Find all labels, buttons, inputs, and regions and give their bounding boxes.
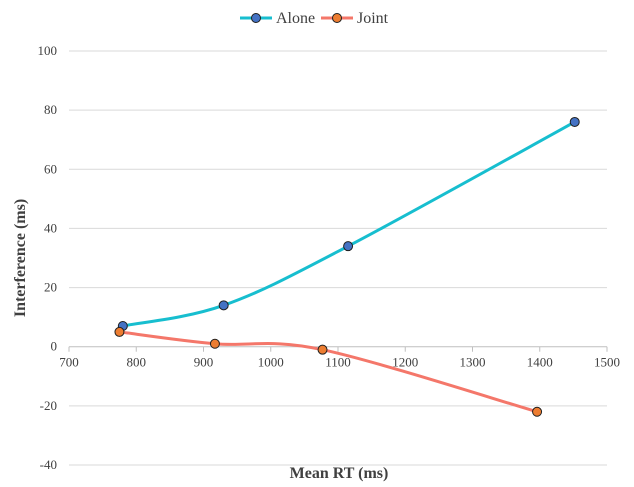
data-point-alone [218, 300, 229, 311]
x-axis-title: Mean RT (ms) [290, 465, 389, 482]
legend-label-joint: Joint [357, 10, 389, 27]
x-tick-label: 1000 [258, 355, 284, 370]
y-tick-label: 100 [38, 43, 58, 58]
legend: Alone Joint [240, 10, 389, 27]
series-line-joint [119, 330, 538, 414]
y-tick-label: 60 [44, 161, 57, 176]
y-axis-title: Interference (ms) [12, 199, 29, 317]
x-tick-label: 1500 [594, 355, 620, 370]
x-tick-label: 1100 [325, 355, 351, 370]
y-axis-ticks: -40 -20 0 20 40 60 80 100 [38, 43, 58, 472]
x-tick-label: 700 [59, 355, 79, 370]
legend-label-alone: Alone [276, 10, 315, 27]
legend-item-alone: Alone [240, 10, 315, 27]
x-tick-label: 800 [127, 355, 147, 370]
series [114, 116, 580, 417]
data-point-alone [569, 116, 580, 127]
x-tick-label: 1300 [460, 355, 486, 370]
y-tick-label: 80 [44, 102, 57, 117]
x-tick-label: 1400 [527, 355, 553, 370]
x-tick-label: 900 [194, 355, 214, 370]
gridlines [69, 50, 607, 466]
y-tick-label: -20 [40, 398, 57, 413]
series-line-alone [122, 120, 576, 328]
data-point-joint [209, 338, 220, 349]
y-tick-label: 40 [44, 220, 57, 235]
x-tick-label: 1200 [392, 355, 418, 370]
y-tick-label: 0 [51, 339, 58, 354]
x-axis-ticks: 700 800 900 1000 1100 1200 1300 1400 1500 [59, 346, 620, 370]
data-point-joint [317, 344, 328, 355]
legend-item-joint: Joint [321, 10, 389, 27]
data-point-alone [343, 241, 354, 252]
y-tick-label: 20 [44, 280, 57, 295]
data-point-joint [114, 326, 125, 337]
data-point-joint [532, 406, 543, 417]
y-tick-label: -40 [40, 457, 57, 472]
